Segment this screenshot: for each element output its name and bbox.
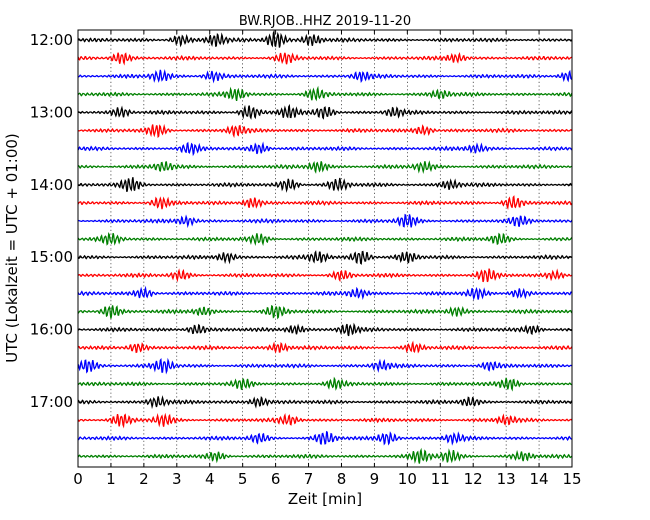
- seismic-trace-1730: [77, 430, 573, 446]
- seismic-trace-1230: [77, 68, 573, 84]
- x-gridlines: [110, 30, 540, 467]
- x-tick-label: 3: [172, 470, 182, 488]
- x-tick-label: 0: [73, 470, 83, 488]
- x-tick-label: 9: [370, 470, 380, 488]
- x-axis-label: Zeit [min]: [288, 490, 362, 508]
- y-tick-label: 15:00: [30, 248, 73, 266]
- seismic-trace-1745: [77, 447, 573, 464]
- x-tick-label: 4: [205, 470, 215, 488]
- x-tick-label: 5: [238, 470, 248, 488]
- y-tick-label: 17:00: [30, 393, 73, 411]
- y-tick-label: 13:00: [30, 103, 73, 121]
- seismic-trace-1445: [77, 231, 573, 247]
- y-tick-label: 14:00: [30, 176, 73, 194]
- trace-group: [77, 29, 573, 464]
- seismic-trace-1600: [77, 322, 573, 337]
- y-tick-label: 12:00: [30, 31, 73, 49]
- seismic-trace-1415: [77, 195, 573, 210]
- seismic-trace-1530: [77, 285, 573, 301]
- seismic-trace-1215: [77, 51, 573, 66]
- seismic-trace-1515: [77, 268, 573, 283]
- seismic-trace-1300: [77, 103, 573, 120]
- seismic-trace-1630: [77, 357, 573, 375]
- x-tick-label: 6: [271, 470, 281, 488]
- seismic-trace-1315: [77, 123, 573, 139]
- x-tick-label: 14: [530, 470, 549, 488]
- seismic-trace-1645: [77, 376, 573, 392]
- y-axis-label: UTC (Lokalzeit = UTC + 01:00): [3, 133, 21, 363]
- x-axis-ticks: 0 1 2 3 4 5 6 7 8 9 10 11 12 13 14 15: [73, 30, 582, 488]
- x-tick-label: 8: [337, 470, 347, 488]
- seismic-trace-1500: [77, 250, 573, 265]
- seismic-trace-1245: [77, 85, 573, 102]
- chart-title: BW.RJOB..HHZ 2019-11-20: [239, 14, 411, 29]
- x-tick-label: 15: [562, 470, 581, 488]
- seismic-trace-1430: [77, 213, 573, 229]
- y-axis-ticks: 12:00 13:00 14:00 15:00 16:00 17:00: [30, 31, 572, 411]
- seismic-trace-1345: [77, 160, 573, 174]
- y-tick-label: 16:00: [30, 321, 73, 339]
- seismic-trace-1330: [77, 141, 573, 157]
- x-tick-label: 7: [304, 470, 314, 488]
- x-tick-label: 1: [106, 470, 116, 488]
- x-tick-label: 2: [139, 470, 149, 488]
- x-tick-label: 12: [464, 470, 483, 488]
- seismic-trace-1615: [77, 340, 573, 354]
- x-tick-label: 13: [497, 470, 516, 488]
- plot-frame: [77, 29, 573, 468]
- seismic-trace-1715: [77, 412, 573, 429]
- seismic-trace-1400: [77, 177, 573, 193]
- seismic-trace-1545: [77, 304, 573, 320]
- x-tick-label: 10: [398, 470, 417, 488]
- seismic-trace-1700: [77, 395, 573, 410]
- seismic-trace-1200: [77, 29, 573, 48]
- x-tick-label: 11: [431, 470, 450, 488]
